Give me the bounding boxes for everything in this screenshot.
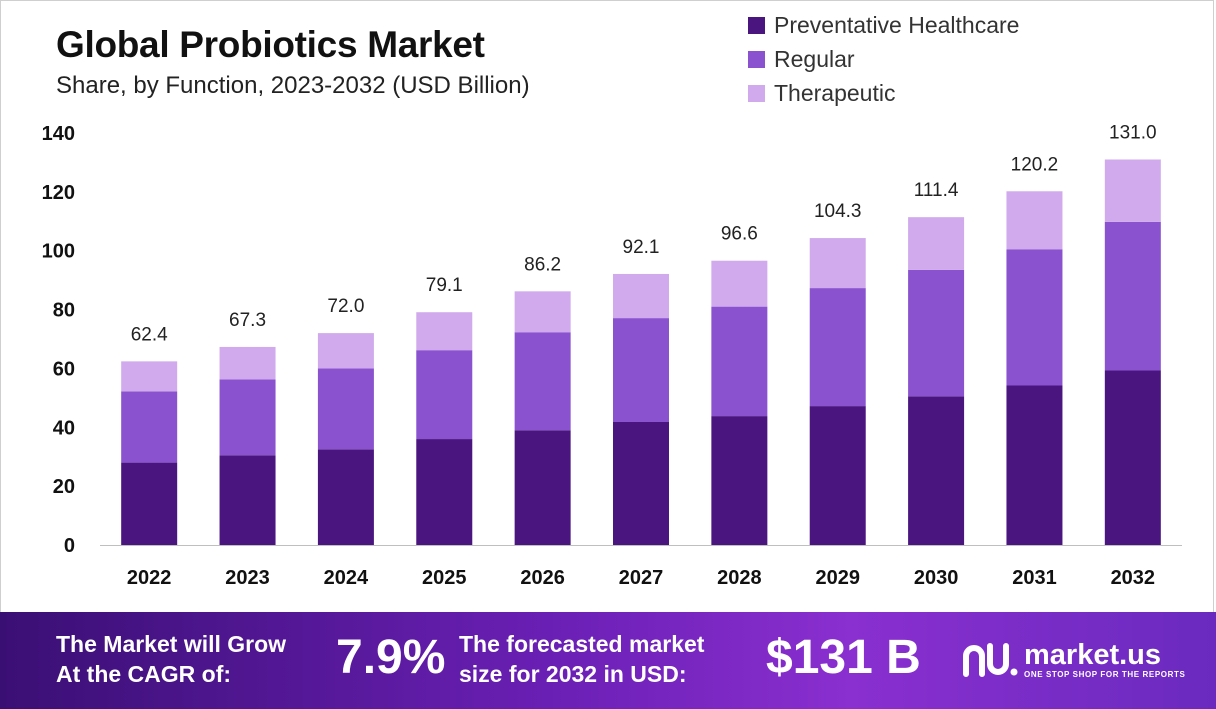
bar-segment-therapeutic bbox=[416, 312, 473, 351]
data-label-total: 111.4 bbox=[914, 180, 959, 201]
bar-segment-preventative-healthcare bbox=[317, 449, 374, 545]
cagr-value: 7.9% bbox=[336, 631, 446, 684]
bar-segment-therapeutic bbox=[809, 238, 866, 289]
data-label-total: 92.1 bbox=[623, 237, 660, 258]
brand-logo: market.us ONE STOP SHOP FOR THE REPORTS bbox=[962, 640, 1185, 680]
forecast-label-line1: The forecasted market bbox=[459, 631, 705, 657]
y-tick-label: 20 bbox=[53, 476, 75, 498]
bar-segment-therapeutic bbox=[121, 361, 178, 392]
bar-segment-preventative-healthcare bbox=[908, 396, 965, 545]
y-tick-label: 0 bbox=[64, 535, 75, 557]
brand-text: market.us ONE STOP SHOP FOR THE REPORTS bbox=[1024, 640, 1185, 680]
x-tick-label: 2025 bbox=[422, 567, 467, 589]
bar-segment-therapeutic bbox=[711, 260, 768, 307]
footer-banner: The Market will Grow At the CAGR of: 7.9… bbox=[0, 612, 1216, 709]
bar-segment-regular bbox=[809, 288, 866, 407]
x-tick-label: 2032 bbox=[1111, 567, 1156, 589]
data-label-total: 96.6 bbox=[721, 224, 758, 245]
cagr-label-line2: At the CAGR of: bbox=[56, 661, 232, 687]
forecast-label-line2: size for 2032 in USD: bbox=[459, 661, 687, 687]
bar-segment-preventative-healthcare bbox=[416, 439, 473, 545]
bar-segment-regular bbox=[711, 306, 768, 417]
data-label-total: 86.2 bbox=[524, 254, 561, 275]
x-tick-label: 2023 bbox=[225, 567, 270, 589]
brand-name: market.us bbox=[1024, 639, 1162, 671]
data-label-total: 131.0 bbox=[1109, 122, 1157, 143]
x-tick-label: 2029 bbox=[815, 567, 860, 589]
data-label-total: 79.1 bbox=[426, 275, 463, 296]
forecast-label: The forecasted market size for 2032 in U… bbox=[459, 629, 704, 689]
chart-legend: Preventative Healthcare Regular Therapeu… bbox=[748, 8, 1019, 110]
legend-swatch-preventative-healthcare bbox=[748, 16, 765, 34]
chart-subtitle: Share, by Function, 2023-2032 (USD Billi… bbox=[56, 72, 530, 99]
y-tick-label: 60 bbox=[53, 358, 75, 380]
legend-swatch-therapeutic bbox=[748, 84, 765, 102]
legend-label-preventative-healthcare: Preventative Healthcare bbox=[774, 11, 1020, 38]
cagr-label: The Market will Grow At the CAGR of: bbox=[56, 629, 286, 689]
legend-item-therapeutic: Therapeutic bbox=[748, 76, 1019, 110]
cagr-label-line1: The Market will Grow bbox=[56, 631, 287, 657]
bar-segment-regular bbox=[514, 332, 571, 431]
y-tick-label: 40 bbox=[53, 417, 75, 439]
bar-segment-regular bbox=[121, 391, 178, 463]
data-label-total: 62.4 bbox=[131, 324, 168, 345]
data-label-total: 67.3 bbox=[229, 310, 266, 331]
x-tick-label: 2024 bbox=[324, 567, 369, 589]
bar-segment-therapeutic bbox=[1006, 191, 1063, 250]
bar-segment-preventative-healthcare bbox=[809, 406, 866, 545]
forecast-value: $131 B bbox=[766, 631, 921, 684]
data-label-total: 104.3 bbox=[814, 201, 862, 222]
x-tick-label: 2030 bbox=[914, 567, 959, 589]
bar-segment-preventative-healthcare bbox=[1006, 385, 1063, 545]
x-tick-label: 2028 bbox=[717, 567, 762, 589]
bar-segment-regular bbox=[613, 318, 669, 422]
x-tick-label: 2031 bbox=[1012, 567, 1057, 589]
bar-segment-therapeutic bbox=[317, 333, 374, 369]
legend-label-therapeutic: Therapeutic bbox=[774, 79, 896, 106]
x-tick-label: 2026 bbox=[520, 567, 565, 589]
bar-segment-therapeutic bbox=[1104, 159, 1161, 222]
brand-tagline: ONE STOP SHOP FOR THE REPORTS bbox=[1024, 670, 1186, 679]
y-tick-label: 100 bbox=[42, 241, 75, 263]
bar-segment-preventative-healthcare bbox=[711, 416, 768, 545]
bar-segment-regular bbox=[317, 368, 374, 450]
legend-item-regular: Regular bbox=[748, 42, 1019, 76]
x-tick-label: 2022 bbox=[127, 567, 172, 589]
stacked-bar-chart: 0 20 40 60 80 100 120 140 62.4 2022 67.3 2023 72.0 20… bbox=[42, 122, 1182, 589]
bar-segment-regular bbox=[1104, 221, 1161, 371]
bar-segment-therapeutic bbox=[514, 291, 571, 333]
bar-segment-preventative-healthcare bbox=[514, 430, 571, 545]
y-tick-label: 120 bbox=[42, 182, 75, 204]
bar-segment-preventative-healthcare bbox=[613, 421, 669, 545]
chart-title: Global Probiotics Market bbox=[56, 24, 485, 65]
x-tick-label: 2027 bbox=[619, 567, 664, 589]
data-label-total: 120.2 bbox=[1011, 154, 1059, 175]
data-label-total: 72.0 bbox=[327, 296, 364, 317]
bar-segment-preventative-healthcare bbox=[1104, 370, 1161, 545]
bar-segment-therapeutic bbox=[908, 217, 965, 270]
bar-segment-therapeutic bbox=[219, 346, 276, 380]
bar-segment-regular bbox=[416, 350, 473, 440]
bar-segment-regular bbox=[1006, 249, 1063, 386]
bar-segment-preventative-healthcare bbox=[121, 462, 178, 545]
bar-segment-regular bbox=[908, 269, 965, 397]
bar-segment-preventative-healthcare bbox=[219, 455, 276, 545]
bar-segment-regular bbox=[219, 379, 276, 456]
y-tick-label: 80 bbox=[53, 300, 75, 322]
y-tick-label: 140 bbox=[42, 123, 75, 145]
brand-logo-icon bbox=[963, 643, 1018, 677]
legend-swatch-regular bbox=[748, 50, 765, 68]
legend-label-regular: Regular bbox=[774, 45, 855, 72]
legend-item-preventative-healthcare: Preventative Healthcare bbox=[748, 8, 1019, 42]
bar-segment-therapeutic bbox=[613, 273, 669, 319]
